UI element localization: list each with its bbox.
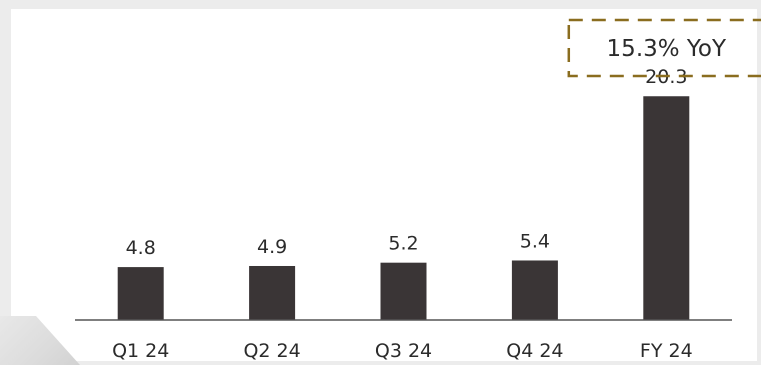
yoy-annotation-box [567,18,761,78]
bar-q2-24 [249,265,296,320]
x-tick-label: Q4 24 [506,340,563,362]
value-label: 5.2 [388,233,418,255]
x-tick-label: FY 24 [640,340,693,362]
yoy-annotation: 15.3% YoY [567,18,761,78]
value-label: 4.8 [126,237,156,259]
bars-group [117,96,690,320]
value-label: 5.4 [520,230,550,252]
x-tick-label: Q2 24 [243,340,300,362]
x-tick-label: Q1 24 [112,340,169,362]
bar-q3-24 [380,262,427,320]
bar-q4-24 [511,260,558,320]
yoy-annotation-text: 15.3% YoY [607,36,727,62]
bar-q1-24 [117,267,164,320]
bar-fy-24 [643,96,690,320]
tick-labels-group: Q1 24 Q2 24 Q3 24 Q4 24 FY 24 [112,340,693,362]
x-tick-label: Q3 24 [375,340,432,362]
value-labels-group: 4.8 4.9 5.2 5.420.3 [126,66,688,259]
value-label: 4.9 [257,236,287,258]
